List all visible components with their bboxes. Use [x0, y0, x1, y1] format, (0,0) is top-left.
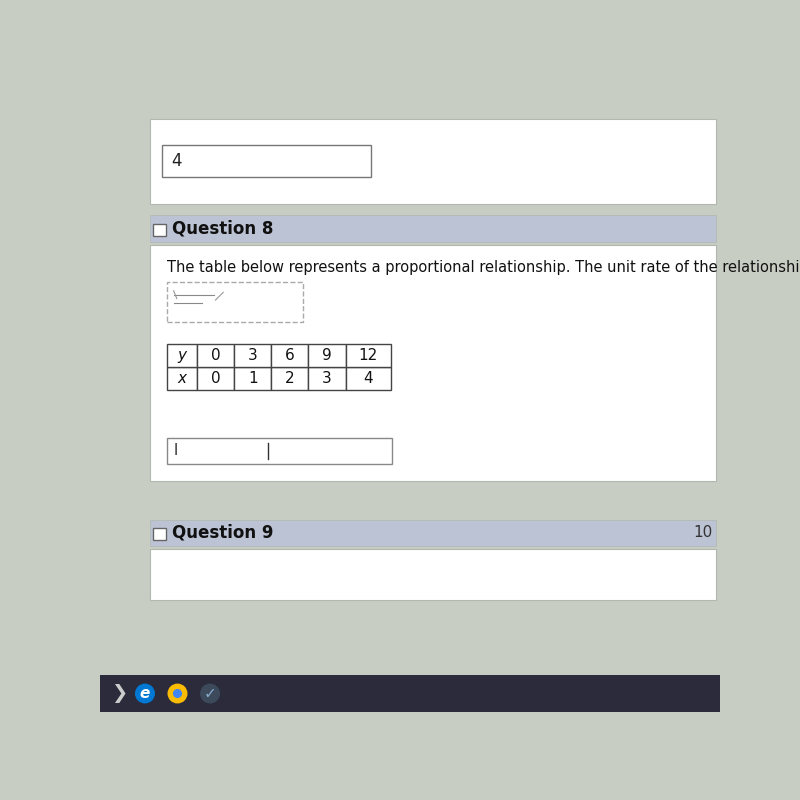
Bar — [309, 367, 346, 390]
Text: 4: 4 — [171, 152, 182, 170]
Text: The table below represents a proportional relationship. The unit rate of the rel: The table below represents a proportiona… — [167, 260, 800, 275]
Text: 3: 3 — [248, 348, 258, 363]
Bar — [150, 119, 716, 204]
Bar — [167, 344, 197, 367]
Bar — [167, 282, 303, 322]
Circle shape — [168, 684, 187, 702]
Circle shape — [136, 684, 154, 702]
Circle shape — [201, 684, 219, 702]
Text: 2: 2 — [285, 371, 294, 386]
Bar — [271, 367, 309, 390]
Bar — [346, 367, 390, 390]
Bar — [234, 344, 271, 367]
Text: y: y — [178, 348, 186, 363]
Bar — [167, 438, 392, 464]
Text: Question 8: Question 8 — [172, 220, 274, 238]
Text: 3: 3 — [322, 371, 332, 386]
Text: x: x — [178, 371, 186, 386]
Text: 1: 1 — [248, 371, 258, 386]
Bar — [150, 215, 716, 242]
Text: l: l — [174, 443, 178, 458]
Text: 10: 10 — [693, 526, 712, 541]
Bar — [100, 675, 720, 712]
Bar — [346, 344, 390, 367]
Bar — [271, 344, 309, 367]
Bar — [162, 145, 371, 177]
Text: 9: 9 — [322, 348, 332, 363]
Bar — [154, 224, 166, 236]
Text: 12: 12 — [358, 348, 378, 363]
Bar — [150, 245, 716, 481]
Text: Question 9: Question 9 — [172, 524, 274, 542]
Text: ❯: ❯ — [111, 684, 127, 703]
Bar — [309, 344, 346, 367]
Bar — [154, 528, 166, 540]
Text: ✓: ✓ — [204, 686, 217, 701]
Circle shape — [174, 690, 182, 698]
Text: 0: 0 — [210, 348, 220, 363]
Text: e: e — [140, 686, 150, 701]
Bar — [197, 344, 234, 367]
Text: 0: 0 — [210, 371, 220, 386]
Text: 4: 4 — [363, 371, 373, 386]
Bar — [150, 519, 716, 546]
Bar — [197, 367, 234, 390]
Bar — [167, 367, 197, 390]
Bar — [234, 367, 271, 390]
Bar — [150, 549, 716, 600]
Text: 6: 6 — [285, 348, 294, 363]
